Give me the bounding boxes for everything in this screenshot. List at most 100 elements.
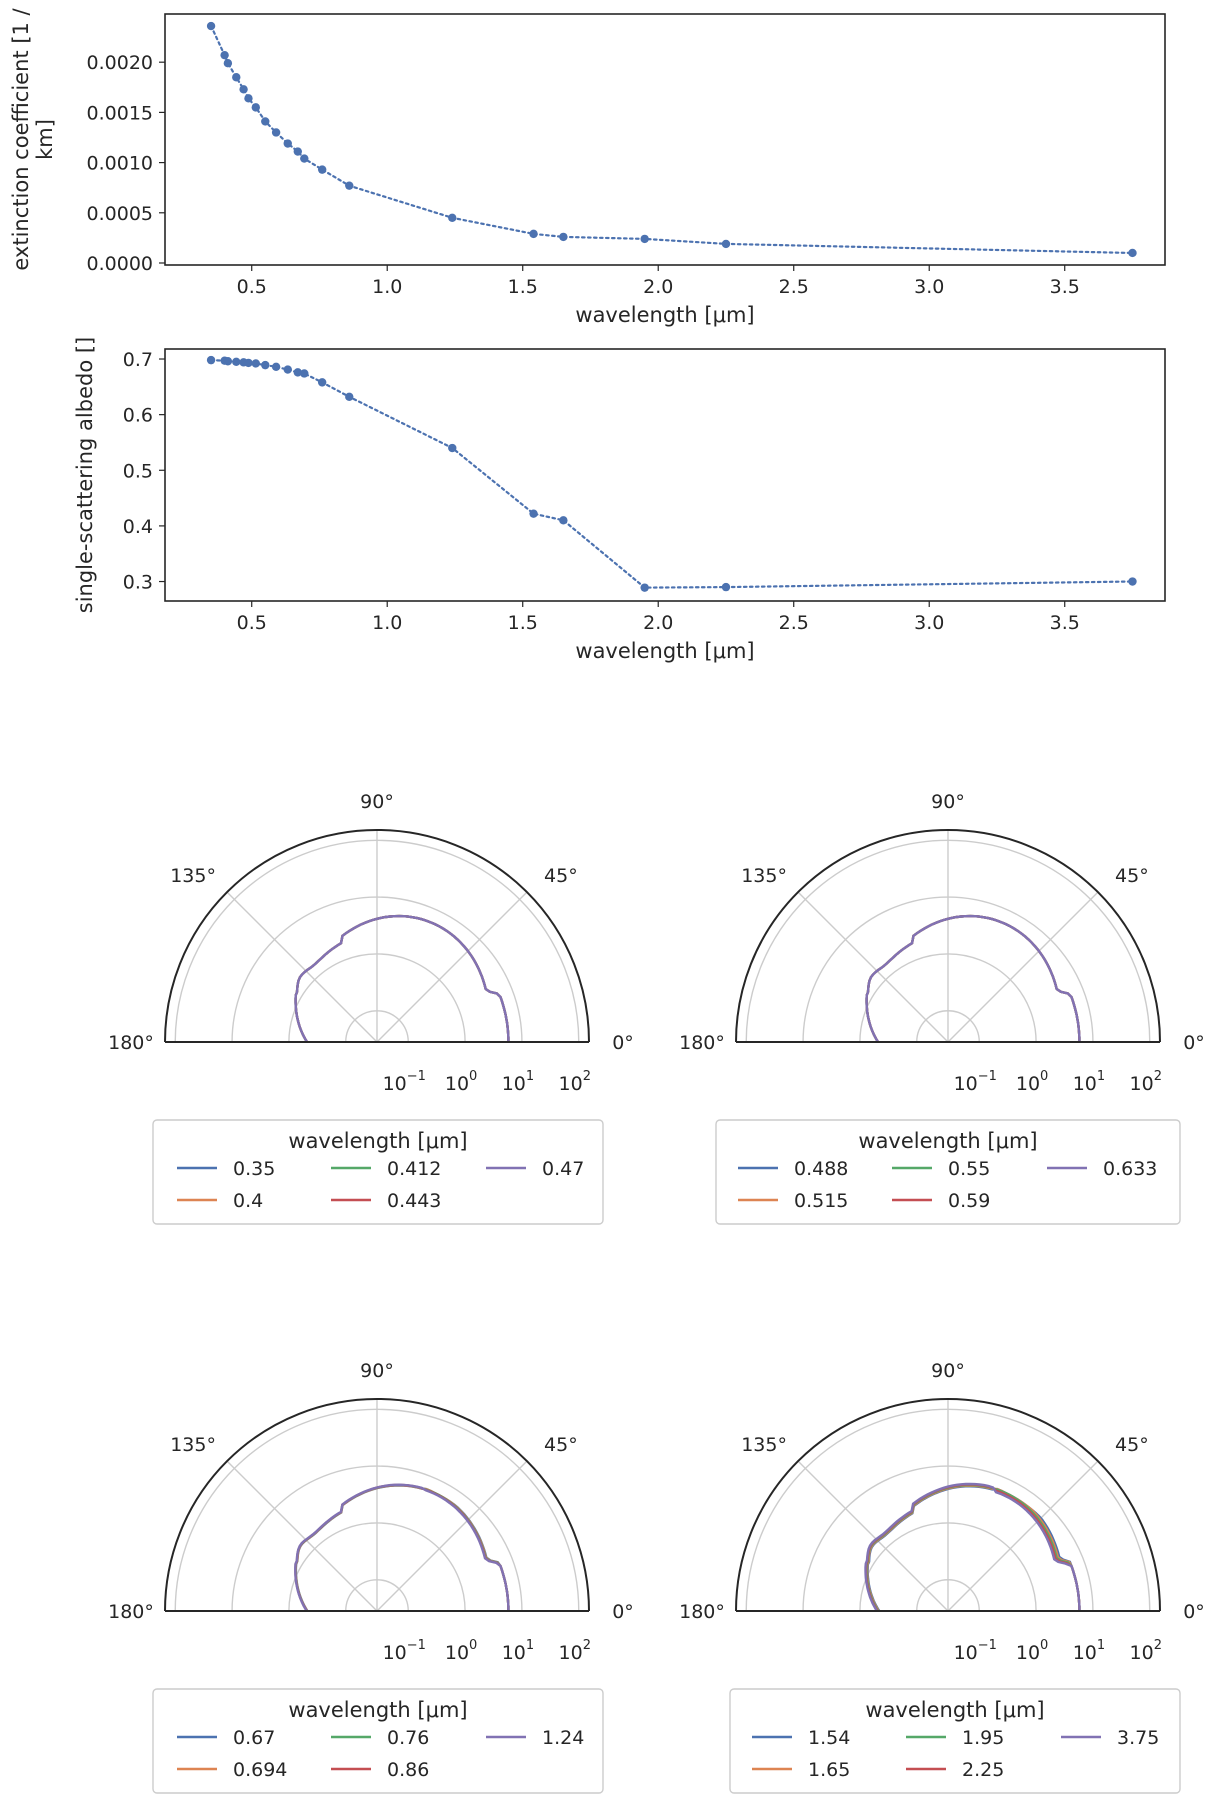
radial-tick-exponent: 1 [526,1069,534,1084]
theta-label: 90° [931,791,965,813]
theta-label: 180° [679,1032,725,1054]
radial-tick-base: 10 [559,1642,583,1664]
theta-label: 90° [360,791,394,813]
theta-label: 0° [1183,1032,1205,1054]
radial-tick-base: 10 [1073,1642,1097,1664]
data-point [448,443,457,453]
radial-tick-exponent: −1 [407,1638,426,1653]
radial-tick-base: 10 [1073,1073,1097,1095]
data-point [448,213,457,223]
legend-label: 1.54 [808,1727,850,1749]
data-point [317,165,327,174]
polar-chart-4: 0°45°90°135°180°10−1 100 101 102wavelength … [679,1360,1205,1794]
polar-frame [735,1398,1161,1612]
legend-frame [152,1119,604,1225]
x-tick-label: 1.0 [372,612,402,634]
theta-label: 45° [544,865,578,887]
x-tick-label: 3.0 [914,276,944,298]
radial-tick-base: 10 [954,1073,978,1095]
data-point [239,85,248,94]
legend-frame [152,1688,604,1794]
radial-tick-exponent: 1 [1097,1069,1105,1084]
y-tick-label: 0.0015 [87,102,153,124]
theta-label: 90° [931,1360,965,1382]
data-point [244,358,253,368]
data-point [251,359,260,368]
data-point [317,378,327,387]
data-point [1128,248,1137,258]
radial-tick-base: 10 [383,1073,407,1095]
x-tick-label: 3.5 [1050,276,1080,298]
x-tick-label: 3.0 [914,612,944,634]
x-axis-label: wavelength [μm] [575,639,754,663]
legend-label: 0.76 [387,1727,429,1749]
theta-label: 0° [612,1601,634,1623]
radial-tick-exponent: 0 [469,1069,477,1084]
legend: wavelength [μm] 0.35 0.4 0.412 0.443 0.47 [152,1119,604,1225]
radial-tick-label: 10−1 [954,1069,997,1095]
radial-tick-exponent: 0 [1040,1638,1048,1653]
data-point [559,516,568,525]
x-tick-label: 2.0 [643,276,673,298]
data-point [223,357,233,366]
legend-frame [715,1119,1181,1225]
polar-chart-2: 0°45°90°135°180°10−1 100 101 102wavelength … [679,791,1205,1225]
line-chart-1: 0.5 1.0 1.5 2.0 2.5 3.0 3.5 0.0000 0.0005 0.0010 0… [9,7,1166,327]
data-point [206,21,216,31]
data-point [721,239,731,249]
x-tick-label: 0.5 [237,276,267,298]
y-tick-label: 0.5 [123,460,153,482]
angular-gridline [376,1460,528,1612]
y-tick-label: 0.0005 [87,203,153,225]
data-point [223,58,233,68]
legend-label: 0.443 [387,1190,441,1212]
data-point [261,117,270,126]
theta-label: 45° [1115,865,1149,887]
angular-gridline [947,891,1099,1043]
plot-frame [164,348,1166,602]
theta-label: 0° [1183,1601,1205,1623]
radial-tick-label: 100 [1016,1638,1048,1664]
radial-tick-label: 101 [502,1069,534,1095]
legend-label: 0.55 [948,1158,990,1180]
theta-label: 135° [170,1434,216,1456]
radial-tick-label: 101 [502,1638,534,1664]
radial-tick-label: 10−1 [383,1069,426,1095]
data-point [293,368,302,377]
data-point [251,103,260,112]
radial-tick-base: 10 [1130,1642,1154,1664]
x-tick-label: 3.5 [1050,612,1080,634]
radial-tick-label: 102 [1130,1069,1162,1095]
legend-label: 0.35 [233,1158,275,1180]
y-tick-label: 0.4 [123,516,153,538]
theta-label: 180° [679,1601,725,1623]
legend-label: 0.47 [542,1158,584,1180]
radial-tick-exponent: 2 [1154,1638,1162,1653]
radial-tick-base: 10 [383,1642,407,1664]
legend-label: 0.67 [233,1727,275,1749]
theta-label: 135° [741,1434,787,1456]
polar-frame [164,829,590,1043]
angular-gridline [947,1460,1099,1612]
data-point [300,369,309,378]
data-point [283,139,292,148]
plot-frame [164,13,1166,266]
legend-title: wavelength [μm] [865,1698,1044,1722]
data-point [261,360,270,370]
legend-label: 1.65 [808,1759,850,1781]
radial-tick-label: 100 [445,1638,477,1664]
radial-tick-exponent: 2 [583,1638,591,1653]
phase-curve [294,1483,510,1612]
x-tick-label: 0.5 [237,612,267,634]
data-point [721,582,731,592]
y-axis-label: extinction coefficient [1 / [9,7,33,270]
theta-label: 0° [612,1032,634,1054]
legend-label: 0.488 [794,1158,848,1180]
phase-curve [864,1482,1081,1612]
y-tick-label: 0.7 [123,349,153,371]
radial-tick-exponent: −1 [407,1069,426,1084]
radial-tick-label: 102 [559,1638,591,1664]
data-point [345,181,354,190]
x-tick-label: 1.0 [372,276,402,298]
legend-frame [729,1688,1181,1794]
